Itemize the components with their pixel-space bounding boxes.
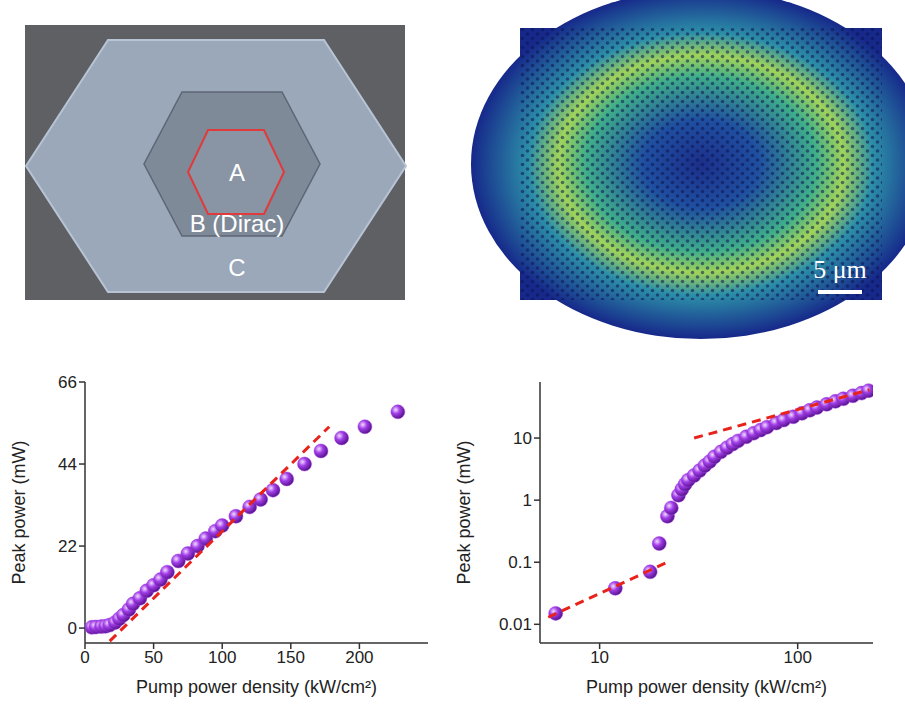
svg-text:Peak power (mW): Peak power (mW)	[455, 440, 474, 584]
svg-text:150: 150	[277, 648, 305, 667]
svg-text:Pump power density (kW/cm²): Pump power density (kW/cm²)	[586, 677, 827, 697]
svg-text:10: 10	[513, 429, 532, 448]
svg-text:44: 44	[58, 455, 77, 474]
svg-text:1: 1	[523, 491, 532, 510]
svg-text:0.01: 0.01	[499, 615, 532, 634]
svg-text:100: 100	[784, 648, 812, 667]
svg-text:A: A	[229, 159, 245, 186]
svg-text:10: 10	[590, 648, 609, 667]
svg-text:Pump power density (kW/cm²): Pump power density (kW/cm²)	[136, 677, 377, 697]
svg-text:C: C	[228, 254, 245, 281]
svg-text:0: 0	[80, 648, 89, 667]
svg-text:200: 200	[345, 648, 373, 667]
svg-text:5 μm: 5 μm	[813, 255, 867, 284]
svg-text:50: 50	[144, 648, 163, 667]
svg-text:0: 0	[68, 619, 77, 638]
svg-text:0.1: 0.1	[508, 553, 532, 572]
svg-text:66: 66	[58, 373, 77, 392]
svg-text:100: 100	[208, 648, 236, 667]
svg-text:Peak power (mW): Peak power (mW)	[10, 440, 29, 584]
svg-text:B (Dirac): B (Dirac)	[190, 210, 285, 237]
svg-text:22: 22	[58, 537, 77, 556]
